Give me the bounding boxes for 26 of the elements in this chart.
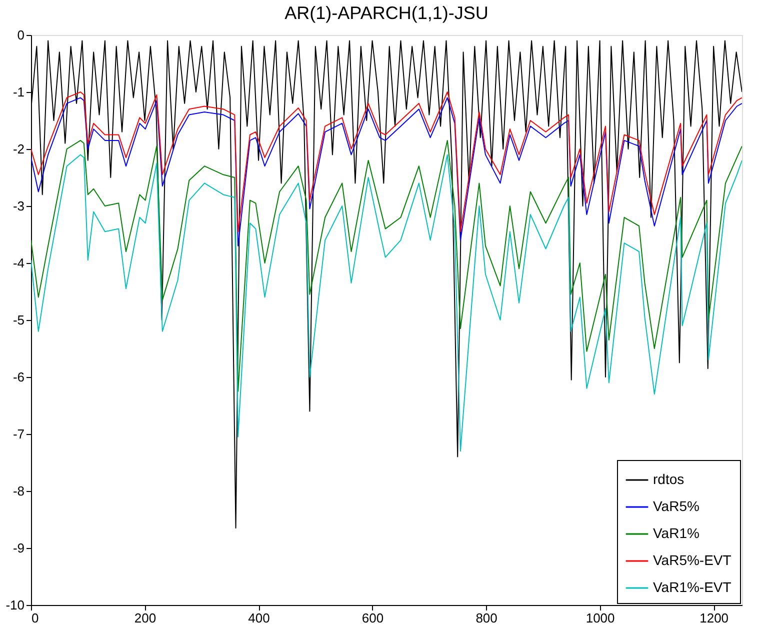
y-tick-label: -5: [12, 312, 24, 328]
line-series: [31, 154, 742, 452]
x-tick-label: 1000: [586, 610, 615, 626]
legend-label: VaR1%: [653, 525, 700, 541]
y-tick-label: -2: [12, 142, 24, 156]
x-tick-label: 200: [134, 610, 156, 626]
x-tick-label: 400: [248, 610, 270, 626]
y-tick-label: -4: [12, 256, 24, 270]
y-tick-label: -1: [12, 84, 24, 100]
legend-label: VaR5%-EVT: [653, 552, 732, 568]
y-tick-label: -6: [12, 370, 24, 384]
line-series: [31, 140, 742, 392]
x-tick-label: 800: [476, 610, 498, 626]
y-tick-label: -9: [12, 540, 24, 556]
chart-title: AR(1)-APARCH(1,1)-JSU: [284, 3, 488, 23]
x-tick-label: 600: [362, 610, 384, 626]
x-tick-label: 0: [32, 610, 39, 626]
y-tick-label: -3: [12, 198, 24, 214]
y-tick-label: -7: [12, 426, 24, 442]
legend-label: VaR5%: [653, 498, 700, 514]
legend-label: rdtos: [653, 471, 684, 487]
legend-label: VaR1%-EVT: [653, 579, 732, 595]
y-tick-label: -10: [6, 598, 24, 612]
x-tick-label: 1200: [700, 610, 729, 626]
y-tick-label: -8: [12, 484, 24, 498]
y-tick-label: 0: [17, 28, 24, 42]
